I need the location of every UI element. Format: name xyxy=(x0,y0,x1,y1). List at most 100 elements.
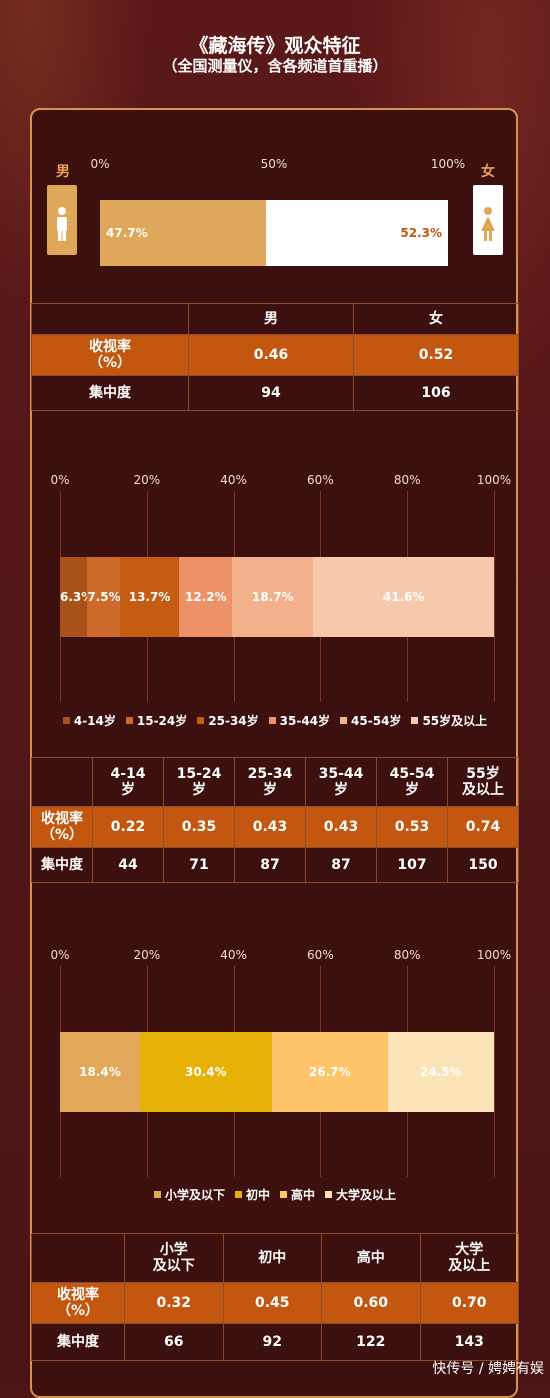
table-cell: 122 xyxy=(321,1323,421,1361)
data-label: 52.3% xyxy=(400,226,442,240)
table-row: 集中度 94 106 xyxy=(31,375,519,411)
legend-label: 15-24岁 xyxy=(136,714,188,728)
table-row: 集中度 66 92 122 143 xyxy=(31,1323,519,1361)
bar-segment xyxy=(139,1032,272,1112)
row-label: 收视率 （%） xyxy=(31,806,93,848)
table-cell: 87 xyxy=(305,847,377,883)
table-cell: 0.32 xyxy=(124,1282,224,1324)
legend-item: 35-44岁 xyxy=(268,712,331,729)
legend-label: 大学及以上 xyxy=(336,1188,397,1202)
axis-tick-label: 80% xyxy=(393,948,421,962)
gender-table: 男女收视率 （%） 0.46 0.52 集中度 94 106 xyxy=(31,303,519,411)
table-cell: 0.45 xyxy=(222,1282,322,1324)
column-header: 大学 及以上 xyxy=(419,1233,519,1283)
legend-swatch xyxy=(325,1191,333,1198)
column-header: 女 xyxy=(353,303,519,335)
table-cell: 0.46 xyxy=(188,334,354,376)
bar-segment xyxy=(232,557,314,637)
page-title: 《藏海传》观众特征 xyxy=(189,35,361,57)
female-icon-box xyxy=(473,185,503,255)
data-label: 6.3% xyxy=(60,590,94,604)
bar-segment xyxy=(87,557,120,637)
legend-swatch xyxy=(197,717,205,724)
table-header-row: 4-14 岁 15-24 岁 25-34 岁 35-44 岁 45-54 岁 55岁 及以… xyxy=(31,757,519,807)
bar-segment xyxy=(265,200,448,266)
legend-swatch xyxy=(280,1191,287,1198)
legend-item: 15-24岁 xyxy=(125,712,188,729)
table-cell: 0.70 xyxy=(419,1282,519,1324)
male-icon-box xyxy=(47,185,77,255)
row-label: 集中度 xyxy=(31,375,189,411)
row-label: 收视率 （%） xyxy=(31,1282,125,1324)
data-label: 13.7% xyxy=(128,590,171,604)
legend-item: 高中 xyxy=(280,1186,315,1203)
table-cell: 44 xyxy=(92,847,164,883)
column-header: 45-54 岁 xyxy=(376,757,448,807)
table-cell: 0.43 xyxy=(305,806,377,848)
female-person-icon xyxy=(481,207,495,241)
bar-segment xyxy=(313,557,494,637)
data-label: 26.7% xyxy=(308,1065,351,1079)
legend-swatch xyxy=(411,717,419,724)
legend-item: 45-54岁 xyxy=(340,712,401,729)
table-cell: 0.22 xyxy=(92,806,164,848)
table-cell: 0.35 xyxy=(163,806,235,848)
table-header-row: 男女 xyxy=(31,303,519,335)
legend-label: 小学及以下 xyxy=(164,1188,225,1202)
axis-tick-label: 100% xyxy=(430,157,466,171)
table-cell: 107 xyxy=(376,847,448,883)
row-label: 收视率 （%） xyxy=(31,334,189,376)
table-row: 收视率 （%） 0.46 0.52 xyxy=(31,334,519,376)
bar-segment xyxy=(119,557,180,637)
table-cell: 94 xyxy=(188,375,354,411)
male-person-icon xyxy=(57,207,67,241)
table-cell: 66 xyxy=(124,1323,224,1361)
female-label: 女 xyxy=(481,164,495,180)
watermark: 快传号 / 娉娉有娱 xyxy=(432,1361,544,1377)
content-panel xyxy=(30,108,518,1398)
legend-item: 55岁及以上 xyxy=(411,712,487,729)
bar-segment xyxy=(100,200,266,266)
table-cell: 0.52 xyxy=(353,334,519,376)
legend-label: 35-44岁 xyxy=(279,714,331,728)
axis-tick-label: 40% xyxy=(220,473,247,487)
table-cell: 0.60 xyxy=(321,1282,421,1324)
legend-item: 25-34岁 xyxy=(197,712,259,729)
table-cell: 0.43 xyxy=(234,806,306,848)
legend-swatch xyxy=(340,717,348,724)
legend-swatch xyxy=(234,1191,242,1198)
table-cell: 0.74 xyxy=(447,806,519,848)
age-table: 4-14 岁 15-24 岁 25-34 岁 35-44 岁 45-54 岁 55岁 及以… xyxy=(31,757,519,883)
axis-tick-label: 40% xyxy=(220,948,247,962)
table-corner-cell xyxy=(31,757,93,807)
data-label: 24.5% xyxy=(420,1065,462,1079)
data-label: 18.7% xyxy=(252,590,294,604)
legend-label: 高中 xyxy=(291,1188,316,1202)
axis-tick-label: 100% xyxy=(476,473,512,487)
table-header-row: 小学 及以下 初中 高中 大学 及以上 xyxy=(31,1233,519,1283)
bar-segment xyxy=(60,1032,140,1112)
table-cell: 71 xyxy=(163,847,235,883)
chart-legend: 小学及以下 初中 高中 大学及以上 xyxy=(0,1186,550,1203)
data-label: 7.5% xyxy=(87,590,121,604)
column-header: 高中 xyxy=(321,1233,421,1283)
axis-tick-label: 60% xyxy=(307,473,334,487)
axis-tick-label: 0% xyxy=(90,157,110,171)
data-label: 41.6% xyxy=(382,590,425,604)
table-corner-cell xyxy=(31,303,189,335)
legend-item: 初中 xyxy=(234,1186,270,1203)
gridline xyxy=(494,491,495,702)
legend-label: 4-14岁 xyxy=(73,714,116,728)
row-label: 集中度 xyxy=(31,847,93,883)
table-cell: 92 xyxy=(222,1323,322,1361)
axis-tick-label: 0% xyxy=(50,948,70,962)
column-header: 男 xyxy=(188,303,354,335)
axis-tick-label: 50% xyxy=(260,157,288,171)
data-label: 30.4% xyxy=(184,1065,227,1079)
table-row: 收视率 （%） 0.22 0.35 0.43 0.43 0.53 0.74 xyxy=(31,806,519,848)
bar-segment xyxy=(60,557,88,637)
gridline xyxy=(494,966,495,1177)
column-header: 4-14 岁 xyxy=(92,757,164,807)
table-corner-cell xyxy=(31,1233,125,1283)
table-row: 集中度 44 71 87 87 107 150 xyxy=(31,847,519,883)
